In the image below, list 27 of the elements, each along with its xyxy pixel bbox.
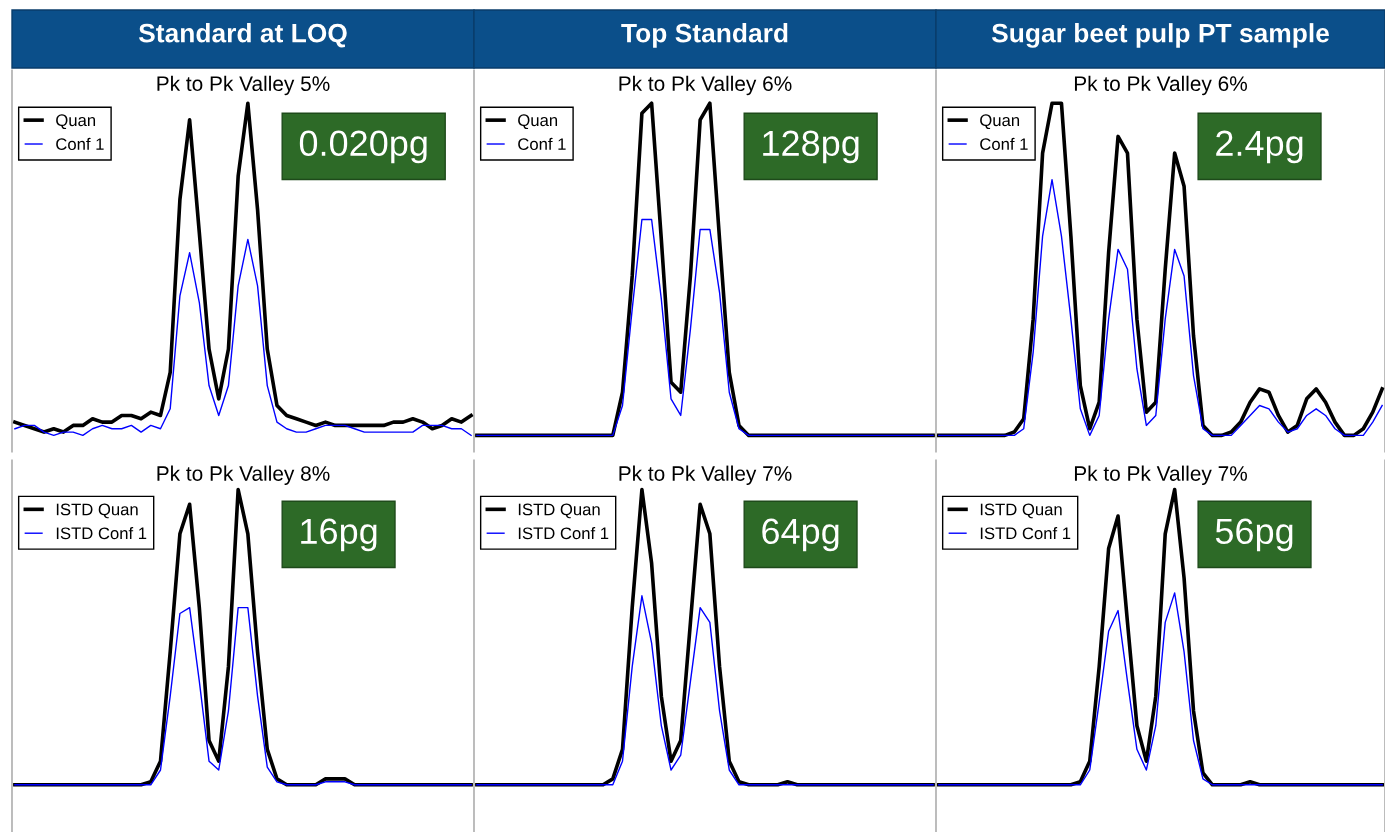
- annotation: 2.4pg: [1216, 130, 1303, 164]
- text: Pk to Pk Valley 7%: [619, 465, 792, 485]
- legend-label: Conf 1: [980, 137, 1028, 151]
- legend-label: Quan: [518, 114, 558, 130]
- annotation: 128pg: [763, 130, 859, 164]
- text: Pk to Pk Valley 6%: [1074, 75, 1247, 96]
- chart-title: Top Standard: [621, 23, 788, 48]
- text: Pk to Pk Valley 6%: [619, 75, 792, 96]
- annotation: 64pg: [762, 518, 839, 552]
- legend-label: ISTD Quan: [518, 503, 600, 519]
- text: Pk to Pk Valley 7%: [1074, 465, 1247, 485]
- chart-title: Sugar beet pulp PT sample: [991, 23, 1329, 48]
- annotation: 56pg: [1215, 518, 1293, 552]
- annotation: 0.020pg: [299, 130, 427, 164]
- legend-label: Quan: [980, 114, 1020, 130]
- annotation: 16pg: [301, 518, 377, 552]
- legend-label: ISTD Conf 1: [980, 526, 1071, 540]
- legend-label: Quan: [56, 114, 96, 130]
- legend-label: Conf 1: [56, 137, 104, 151]
- chart-title: Standard at LOQ: [138, 23, 347, 48]
- legend-label: ISTD Conf 1: [518, 526, 609, 540]
- legend-label: ISTD Quan: [56, 503, 138, 519]
- legend-label: Conf 1: [518, 137, 566, 151]
- text: Pk to Pk Valley 8%: [157, 465, 330, 485]
- legend-label: ISTD Conf 1: [56, 526, 147, 540]
- text: Pk to Pk Valley 5%: [157, 75, 330, 96]
- legend-label: ISTD Quan: [980, 503, 1062, 519]
